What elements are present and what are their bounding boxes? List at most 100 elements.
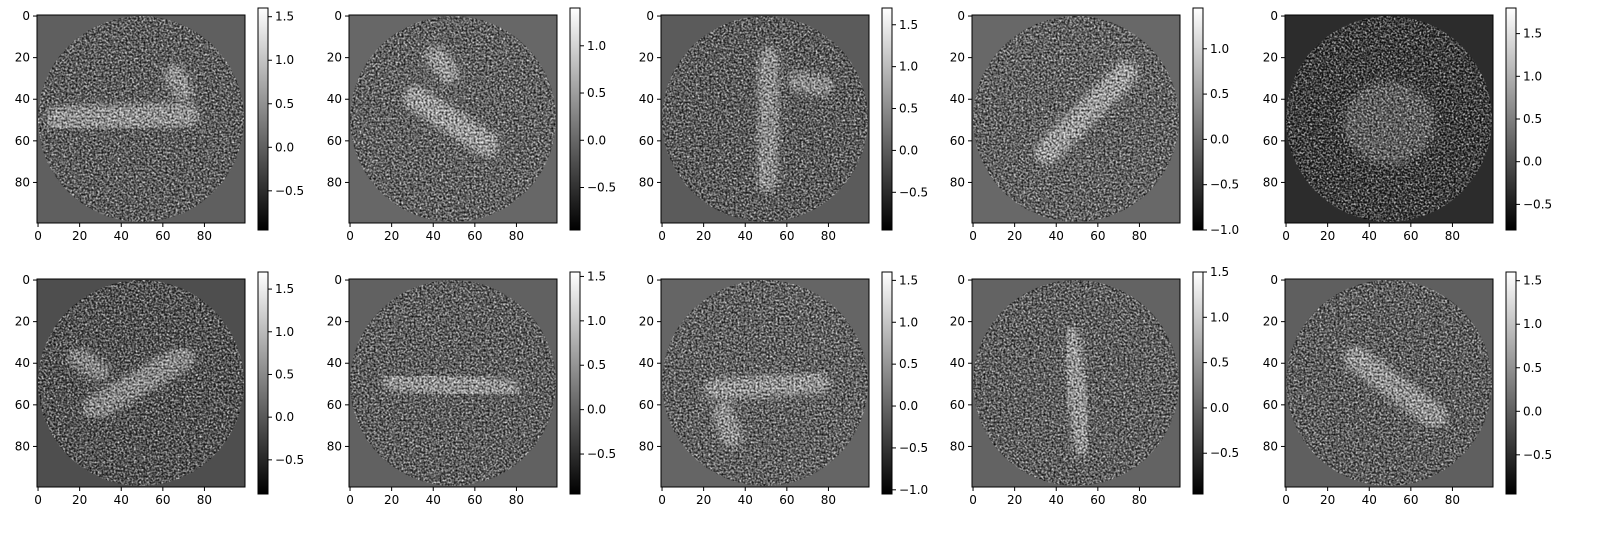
- x-tick-label: 0: [658, 229, 666, 243]
- x-tick-label: 40: [114, 493, 129, 507]
- x-tick-label: 0: [1282, 229, 1290, 243]
- colorbar-tick-label: 1.0: [275, 53, 294, 67]
- colorbar: [881, 7, 893, 231]
- colorbar-tick-label: 0.5: [899, 357, 918, 371]
- y-tick-label: 40: [327, 92, 342, 106]
- x-tick-label: 60: [779, 493, 794, 507]
- x-tick-label: 80: [1132, 229, 1147, 243]
- y-tick-label: 80: [639, 439, 654, 453]
- colorbar-tick-label: 0.0: [275, 140, 294, 154]
- x-tick-label: 20: [72, 229, 87, 243]
- colorbar-tick-label: 1.5: [587, 269, 606, 283]
- y-tick-label: 80: [1263, 175, 1278, 189]
- panel-4: 0 20 40 60 80 0 20 40 60 80 −1.0 −0.5 0.0 0.5 1.0: [950, 7, 1239, 243]
- y-tick-label: 80: [639, 175, 654, 189]
- colorbar-tick-label: 1.5: [275, 10, 294, 24]
- colorbar-tick-label: −0.5: [587, 447, 616, 461]
- y-tick-label: 0: [22, 9, 30, 23]
- y-tick-label: 80: [950, 175, 965, 189]
- y-tick-label: 80: [15, 175, 30, 189]
- colorbar-tick-label: 1.0: [1210, 42, 1229, 56]
- x-tick-label: 20: [1320, 229, 1335, 243]
- image-disc: [38, 16, 244, 222]
- x-tick-label: 20: [696, 229, 711, 243]
- colorbar: [257, 271, 269, 495]
- panel-6: 0 20 40 60 80 0 20 40 60 80 −0.5 0.0 0.5 1.0 1.5: [15, 271, 304, 507]
- x-tick-label: 80: [821, 229, 836, 243]
- y-tick-label: 20: [15, 315, 30, 329]
- image-disc: [1286, 16, 1492, 222]
- axes-frame: [971, 278, 1181, 488]
- x-tick-label: 0: [1282, 493, 1290, 507]
- image-disc: [1286, 280, 1492, 486]
- y-tick-label: 0: [646, 9, 654, 23]
- colorbar: [257, 7, 269, 231]
- x-tick-label: 20: [696, 493, 711, 507]
- x-tick-label: 40: [738, 493, 753, 507]
- x-tick-label: 60: [155, 229, 170, 243]
- y-tick-label: 80: [15, 439, 30, 453]
- y-tick-label: 40: [950, 92, 965, 106]
- x-tick-label: 0: [34, 229, 42, 243]
- x-tick-label: 60: [467, 229, 482, 243]
- x-tick-label: 60: [1090, 493, 1105, 507]
- image-disc: [973, 280, 1179, 486]
- y-tick-label: 20: [327, 315, 342, 329]
- colorbar: [1505, 271, 1517, 495]
- colorbar-tick-label: 0.0: [1210, 132, 1229, 146]
- x-tick-label: 60: [1403, 229, 1418, 243]
- colorbar-tick-label: 0.5: [1523, 112, 1542, 126]
- x-tick-label: 80: [821, 493, 836, 507]
- axes-frame: [36, 278, 246, 488]
- axes-frame: [971, 14, 1181, 224]
- y-tick-label: 80: [327, 439, 342, 453]
- x-tick-label: 0: [34, 493, 42, 507]
- x-tick-label: 0: [969, 493, 977, 507]
- y-tick-label: 60: [639, 134, 654, 148]
- y-tick-label: 40: [15, 92, 30, 106]
- x-tick-label: 40: [426, 493, 441, 507]
- image-disc: [973, 16, 1179, 222]
- x-tick-label: 80: [1445, 493, 1460, 507]
- axes-frame: [1284, 278, 1494, 488]
- x-tick-label: 80: [509, 229, 524, 243]
- y-tick-label: 0: [1270, 273, 1278, 287]
- x-tick-label: 80: [197, 493, 212, 507]
- colorbar-tick-label: −0.5: [1523, 197, 1552, 211]
- colorbar-tick-label: −0.5: [899, 441, 928, 455]
- colorbar-tick-label: 0.5: [587, 86, 606, 100]
- colorbar-tick-label: 1.0: [1523, 69, 1542, 83]
- y-tick-label: 20: [639, 315, 654, 329]
- colorbar-tick-label: 0.5: [275, 97, 294, 111]
- colorbar-tick-label: −0.5: [587, 180, 616, 194]
- x-tick-label: 0: [658, 493, 666, 507]
- axes-frame: [348, 278, 558, 488]
- x-tick-label: 40: [1362, 493, 1377, 507]
- colorbar-tick-label: 0.0: [1210, 401, 1229, 415]
- colorbar-tick-label: 0.5: [587, 358, 606, 372]
- y-tick-label: 20: [15, 51, 30, 65]
- y-tick-label: 40: [1263, 92, 1278, 106]
- x-tick-label: 40: [738, 229, 753, 243]
- panel-10: 0 20 40 60 80 0 20 40 60 80 −0.5 0.0 0.5 1.0 1.5: [1263, 271, 1552, 507]
- y-tick-label: 60: [950, 398, 965, 412]
- colorbar: [881, 271, 893, 495]
- y-tick-label: 40: [639, 356, 654, 370]
- y-tick-label: 60: [639, 398, 654, 412]
- colorbar-tick-label: −0.5: [275, 453, 304, 467]
- y-tick-label: 60: [15, 398, 30, 412]
- y-tick-label: 0: [646, 273, 654, 287]
- panel-5: 0 20 40 60 80 0 20 40 60 80 −0.5 0.0 0.5 1.0 1.5: [1263, 7, 1552, 243]
- colorbar-tick-label: 1.5: [899, 18, 918, 32]
- colorbar: [1505, 7, 1517, 231]
- colorbar-tick-label: 1.5: [1210, 265, 1229, 279]
- colorbar-tick-label: 0.0: [587, 403, 606, 417]
- x-tick-label: 60: [467, 493, 482, 507]
- y-tick-label: 60: [327, 134, 342, 148]
- x-tick-label: 40: [114, 229, 129, 243]
- image-disc: [38, 280, 244, 486]
- colorbar-tick-label: 1.0: [1523, 317, 1542, 331]
- x-tick-label: 60: [155, 493, 170, 507]
- y-tick-label: 0: [334, 9, 342, 23]
